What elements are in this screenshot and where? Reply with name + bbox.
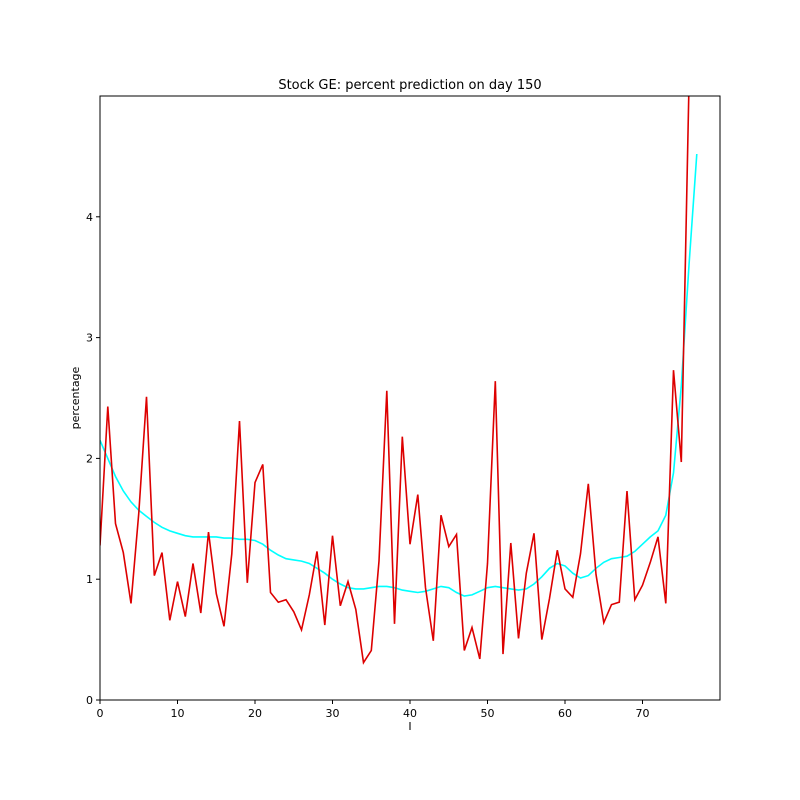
y-tick-label: 0 bbox=[86, 694, 93, 707]
chart-title: Stock GE: percent prediction on day 150 bbox=[278, 78, 541, 93]
x-tick-label: 10 bbox=[171, 707, 185, 720]
x-tick-label: 30 bbox=[326, 707, 340, 720]
plot-frame bbox=[99, 95, 721, 701]
y-tick-label: 2 bbox=[86, 452, 93, 465]
y-tick-label: 4 bbox=[86, 211, 93, 224]
x-tick-label: 0 bbox=[97, 707, 104, 720]
y-tick-label: 3 bbox=[86, 332, 93, 345]
y-tick-label: 1 bbox=[86, 573, 93, 586]
x-tick-label: 70 bbox=[636, 707, 650, 720]
x-tick-label: 50 bbox=[481, 707, 495, 720]
series-line-0 bbox=[100, 153, 698, 597]
x-tick-label: 40 bbox=[403, 707, 417, 720]
x-axis: 0 10 20 30 40 50 60 70 bbox=[97, 700, 650, 720]
x-tick-label: 60 bbox=[558, 707, 572, 720]
x-tick-label: 20 bbox=[248, 707, 262, 720]
series-line-1 bbox=[100, 96, 690, 665]
y-axis: 0 1 2 3 4 bbox=[86, 211, 100, 707]
x-axis-label: I bbox=[408, 720, 411, 733]
series-layer bbox=[100, 96, 698, 665]
y-axis-label: percentage bbox=[69, 366, 82, 429]
